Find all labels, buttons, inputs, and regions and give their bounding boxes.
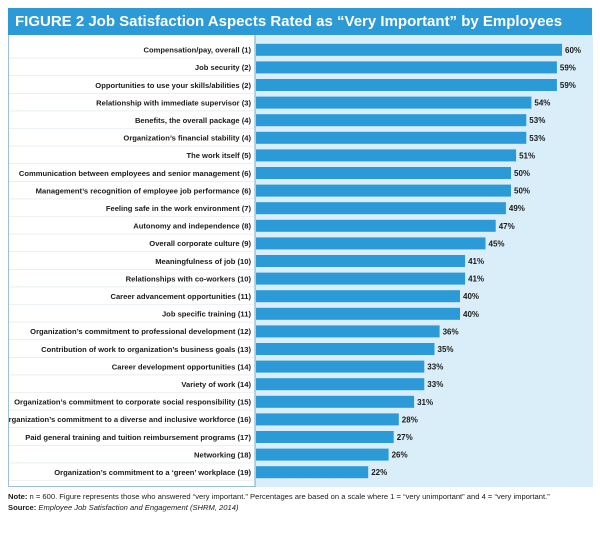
bar [256, 255, 466, 267]
bar [256, 131, 527, 144]
category-label: Feeling safe in the work environment (7) [106, 204, 252, 213]
category-label: Autonomy and independence (8) [133, 222, 251, 231]
bar [256, 431, 394, 443]
note-text: n = 600. Figure represents those who ans… [27, 492, 550, 501]
source-text: Employee Job Satisfaction and Engagement… [38, 503, 239, 512]
note-prefix: Note: [8, 492, 28, 501]
category-label: Communication between employees and seni… [19, 169, 252, 178]
bar [256, 167, 511, 179]
bar [256, 202, 506, 215]
value-label: 31% [417, 398, 433, 407]
category-label: Organization’s commitment to professiona… [30, 327, 251, 336]
bar [256, 343, 435, 355]
value-label: 50% [514, 187, 530, 196]
category-label: Organization’s financial stability (4) [123, 134, 251, 143]
category-label: Compensation/pay, overall (1) [144, 46, 252, 55]
category-label: Paid general training and tuition reimbu… [25, 433, 251, 442]
value-label: 50% [514, 169, 530, 178]
value-label: 45% [489, 239, 505, 248]
category-label: Career advancement opportunities (11) [110, 292, 251, 301]
category-label: Job specific training (11) [162, 310, 252, 319]
category-label: Contribution of work to organization’s b… [41, 345, 251, 354]
category-label: Relationship with immediate supervisor (… [96, 98, 251, 107]
value-label: 54% [534, 99, 550, 108]
bar [256, 466, 369, 479]
value-label: 27% [397, 433, 413, 442]
category-label: Career development opportunities (14) [112, 362, 252, 371]
value-label: 59% [560, 81, 576, 90]
value-label: 26% [392, 451, 408, 460]
bar [256, 114, 527, 127]
chart-title: FIGURE 2 Job Satisfaction Aspects Rated … [8, 8, 592, 35]
category-label: Networking (18) [194, 450, 251, 459]
bar [256, 307, 460, 320]
bar [256, 61, 557, 74]
category-label: Variety of work (14) [181, 380, 251, 389]
chart-frame: Compensation/pay, overall (1) 60% Job secu… [8, 35, 593, 487]
category-label: Opportunities to use your skills/abiliti… [95, 81, 251, 90]
bar [256, 272, 466, 285]
bar [256, 395, 415, 408]
category-label: Organization’s commitment to a diverse a… [9, 415, 251, 424]
bar [256, 96, 532, 109]
value-label: 41% [468, 257, 484, 266]
category-label: Relationships with co-workers (10) [126, 274, 252, 283]
value-label: 41% [468, 275, 484, 284]
bar [256, 360, 425, 373]
category-label: Overall corporate culture (9) [149, 239, 251, 248]
source-prefix: Source: [8, 503, 37, 512]
value-label: 28% [402, 415, 418, 424]
bar [256, 184, 511, 197]
value-label: 53% [529, 134, 545, 143]
bar [256, 290, 460, 303]
bar [256, 149, 517, 162]
value-label: 47% [499, 222, 515, 231]
bar [256, 448, 389, 461]
value-label: 35% [438, 345, 454, 354]
value-label: 59% [560, 63, 576, 72]
category-label: Organization’s commitment to a ‘green’ w… [54, 468, 251, 477]
footnote: Note: n = 600. Figure represents those w… [8, 491, 598, 502]
value-label: 36% [443, 327, 459, 336]
category-label: The work itself (5) [186, 151, 251, 160]
bar [256, 378, 425, 391]
category-label: Management’s recognition of employee job… [36, 186, 252, 195]
bar [256, 219, 496, 232]
category-label: Benefits, the overall package (4) [135, 116, 252, 125]
bar [256, 325, 440, 338]
source-line: Source: Employee Job Satisfaction and En… [8, 503, 238, 512]
value-label: 22% [371, 468, 387, 477]
bar [256, 237, 486, 250]
value-label: 33% [427, 363, 443, 372]
category-label: Organization’s commitment to corporate s… [14, 398, 251, 407]
value-label: 33% [427, 380, 443, 389]
bar-chart: Compensation/pay, overall (1) 60% Job secu… [9, 35, 593, 487]
category-label: Job security (2) [195, 63, 252, 72]
bar [256, 79, 557, 91]
bar [256, 413, 399, 426]
value-label: 40% [463, 292, 479, 301]
bar [256, 43, 562, 56]
value-label: 53% [529, 116, 545, 125]
value-label: 49% [509, 204, 525, 213]
value-label: 60% [565, 46, 581, 55]
value-label: 51% [519, 151, 535, 160]
category-label: Meaningfulness of job (10) [155, 257, 251, 266]
value-label: 40% [463, 310, 479, 319]
